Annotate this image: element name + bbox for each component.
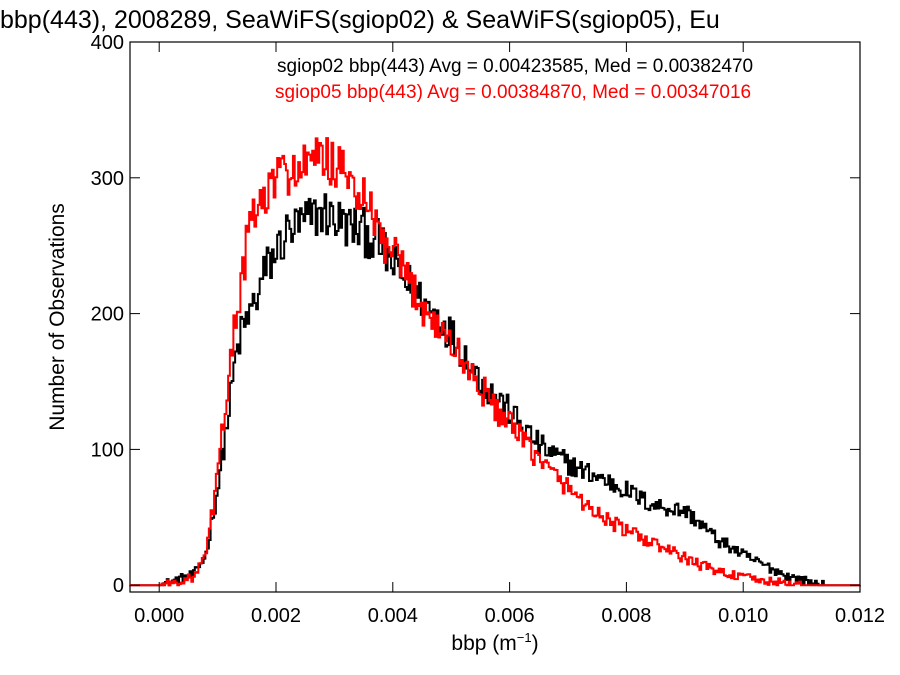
x-axis-ticks: 0.000 0.002 0.004 0.006 0.008 0.010 0.012	[134, 42, 885, 627]
y-tick-label: 0	[113, 575, 124, 597]
x-axis-label: bbp (m−1)	[451, 630, 538, 655]
legend-sgiop05: sgiop05 bbp(443) Avg = 0.00384870, Med =…	[275, 82, 751, 103]
x-tick-label: 0.006	[485, 605, 535, 627]
legend-sgiop02: sgiop02 bbp(443) Avg = 0.00423585, Med =…	[277, 56, 753, 77]
plot-frame	[129, 41, 861, 593]
x-tick-label: 0.008	[601, 605, 651, 627]
x-tick-label: 0.004	[368, 605, 418, 627]
x-tick-label: 0.000	[134, 605, 184, 627]
y-axis-ticks: 0 100 200 300 400	[91, 32, 860, 597]
x-tick-label: 0.002	[251, 605, 301, 627]
y-tick-label: 400	[91, 32, 124, 54]
series-sgiop05-histogram	[130, 137, 860, 587]
x-tick-label: 0.010	[718, 605, 768, 627]
x-axis-label-main: bbp (m	[451, 632, 516, 655]
x-axis-label-close: )	[532, 632, 539, 655]
y-tick-label: 200	[91, 304, 124, 326]
y-axis-label: Number of Observations	[46, 203, 69, 431]
series-sgiop02-histogram	[130, 193, 860, 587]
chart-title: bbp(443), 2008289, SeaWiFS(sgiop02) & Se…	[0, 6, 720, 34]
y-tick-label: 300	[91, 168, 124, 190]
x-axis-label-exponent: −1	[517, 630, 532, 645]
x-tick-label: 0.012	[835, 605, 885, 627]
y-tick-label: 100	[91, 439, 124, 461]
